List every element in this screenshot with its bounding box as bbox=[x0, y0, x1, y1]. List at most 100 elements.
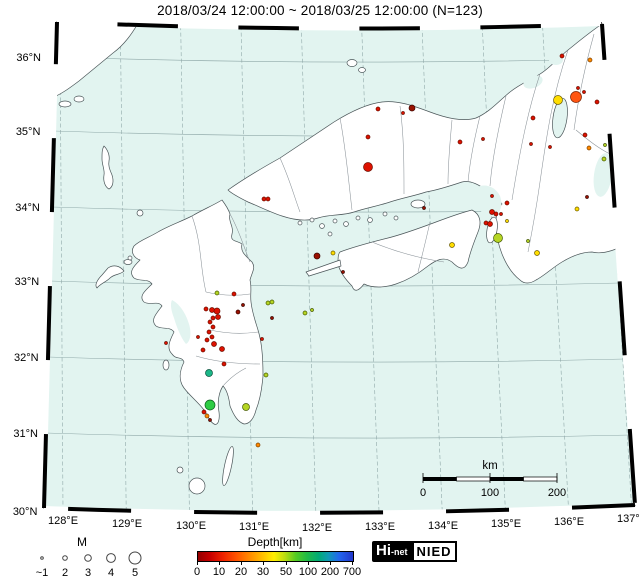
quake-marker bbox=[587, 57, 593, 63]
quake-marker bbox=[375, 106, 381, 112]
quake-marker bbox=[209, 334, 215, 340]
magnitude-size-circle bbox=[128, 551, 142, 565]
lon-tick-label: 135°E bbox=[491, 518, 521, 530]
quake-marker bbox=[490, 194, 494, 198]
quake-marker bbox=[241, 303, 245, 307]
magnitude-size-label: ~1 bbox=[35, 567, 49, 578]
osaka-bay bbox=[476, 185, 502, 217]
quake-marker bbox=[205, 369, 213, 377]
meridian-line bbox=[361, 22, 380, 512]
quake-marker bbox=[505, 219, 509, 223]
quake-marker bbox=[401, 111, 405, 115]
quake-marker bbox=[586, 145, 592, 151]
quake-marker bbox=[221, 361, 227, 367]
quake-marker bbox=[313, 252, 321, 260]
quake-marker bbox=[582, 132, 588, 138]
depth-tick-mark bbox=[219, 562, 220, 565]
quake-marker bbox=[231, 291, 237, 297]
meridian-line bbox=[240, 22, 253, 512]
depth-tick-labels: 0 10 20 30 50 100 200 700 bbox=[194, 566, 361, 578]
lon-tick-label: 137°E bbox=[617, 513, 640, 525]
magnitude-size-labels: ~1 2 3 4 5 bbox=[28, 567, 150, 578]
quake-marker bbox=[255, 442, 261, 448]
meridian-line bbox=[120, 22, 127, 512]
quake-marker bbox=[574, 206, 580, 212]
quake-marker bbox=[582, 90, 586, 94]
earthquake-markers bbox=[164, 53, 607, 448]
quake-marker bbox=[601, 156, 607, 162]
meridian-line bbox=[180, 22, 190, 512]
lat-tick-label: 32°N bbox=[14, 352, 39, 364]
wakasa-bay bbox=[523, 75, 543, 89]
depth-tick-label: 700 bbox=[342, 566, 362, 578]
quake-marker bbox=[208, 418, 212, 422]
scale-tick-label: 200 bbox=[548, 487, 566, 499]
depth-tick-label: 200 bbox=[320, 566, 340, 578]
lat-tick-label: 35°N bbox=[16, 126, 41, 138]
depth-tick-mark bbox=[286, 562, 287, 565]
quake-marker bbox=[214, 290, 220, 296]
parallel-line bbox=[56, 56, 605, 63]
depth-legend: Depth[km] 0 10 20 30 50 100 200 700 bbox=[194, 535, 361, 578]
quake-marker bbox=[585, 195, 589, 199]
quake-marker bbox=[570, 91, 582, 103]
magnitude-size-label: 5 bbox=[131, 567, 139, 578]
quake-marker bbox=[504, 200, 510, 206]
depth-tick-mark bbox=[263, 562, 264, 565]
depth-legend-title: Depth[km] bbox=[247, 535, 303, 549]
landmass-shikoku bbox=[337, 209, 481, 291]
scale-tick-label: 100 bbox=[481, 487, 499, 499]
scale-tick-label: 0 bbox=[420, 487, 426, 499]
quake-marker bbox=[365, 134, 371, 140]
quake-marker bbox=[489, 209, 495, 215]
quake-marker bbox=[204, 337, 210, 343]
landmass-tanegashima bbox=[222, 446, 234, 486]
lon-tick-label: 131°E bbox=[239, 521, 269, 533]
lat-tick-label: 36°N bbox=[16, 52, 41, 64]
quake-marker bbox=[493, 233, 503, 243]
hinet-logo-box: Hi -net bbox=[372, 541, 412, 562]
quake-marker bbox=[213, 307, 221, 315]
prefecture-borders bbox=[191, 33, 611, 387]
quake-marker bbox=[265, 196, 271, 202]
quake-marker bbox=[548, 145, 552, 149]
quake-marker bbox=[200, 347, 206, 353]
quake-marker bbox=[215, 314, 221, 320]
lon-tick-label: 133°E bbox=[365, 521, 395, 533]
quake-marker bbox=[341, 270, 345, 274]
quake-marker bbox=[164, 341, 168, 345]
map-scale-bar: km 0 100 200 bbox=[420, 460, 566, 499]
lon-tick-label: 136°E bbox=[554, 516, 584, 528]
quake-marker bbox=[204, 399, 216, 411]
nied-logo-box: NIED bbox=[411, 541, 457, 562]
lon-tick-label: 134°E bbox=[428, 520, 458, 532]
meridian-line bbox=[59, 22, 64, 512]
meridian-line bbox=[421, 22, 443, 512]
magnitude-legend-title: M bbox=[77, 535, 87, 549]
depth-tick-mark bbox=[330, 562, 331, 565]
magnitude-size-circles bbox=[40, 551, 142, 565]
quake-marker bbox=[408, 104, 416, 112]
landmass-yakushima bbox=[188, 477, 206, 495]
quake-marker bbox=[261, 196, 267, 202]
magnitude-size-circle bbox=[62, 555, 68, 561]
magnitude-size-label: 4 bbox=[107, 567, 115, 578]
ariake-sea bbox=[170, 300, 191, 344]
quake-marker bbox=[603, 143, 607, 147]
quake-marker bbox=[211, 341, 217, 347]
meridian-line bbox=[300, 22, 317, 512]
magnitude-legend: M ~1 2 3 4 5 bbox=[28, 535, 150, 578]
ise-bay bbox=[593, 153, 613, 197]
depth-tick-label: 30 bbox=[256, 566, 270, 578]
quake-marker bbox=[204, 413, 210, 419]
parallel-line bbox=[50, 280, 620, 287]
quake-marker bbox=[206, 329, 212, 335]
quake-marker bbox=[270, 316, 274, 320]
quake-marker bbox=[235, 309, 241, 315]
quake-marker bbox=[260, 337, 264, 341]
depth-tick-label: 10 bbox=[212, 566, 226, 578]
depth-tick-label: 100 bbox=[298, 566, 318, 578]
quake-marker bbox=[203, 306, 209, 312]
lon-tick-label: 129°E bbox=[112, 518, 142, 530]
